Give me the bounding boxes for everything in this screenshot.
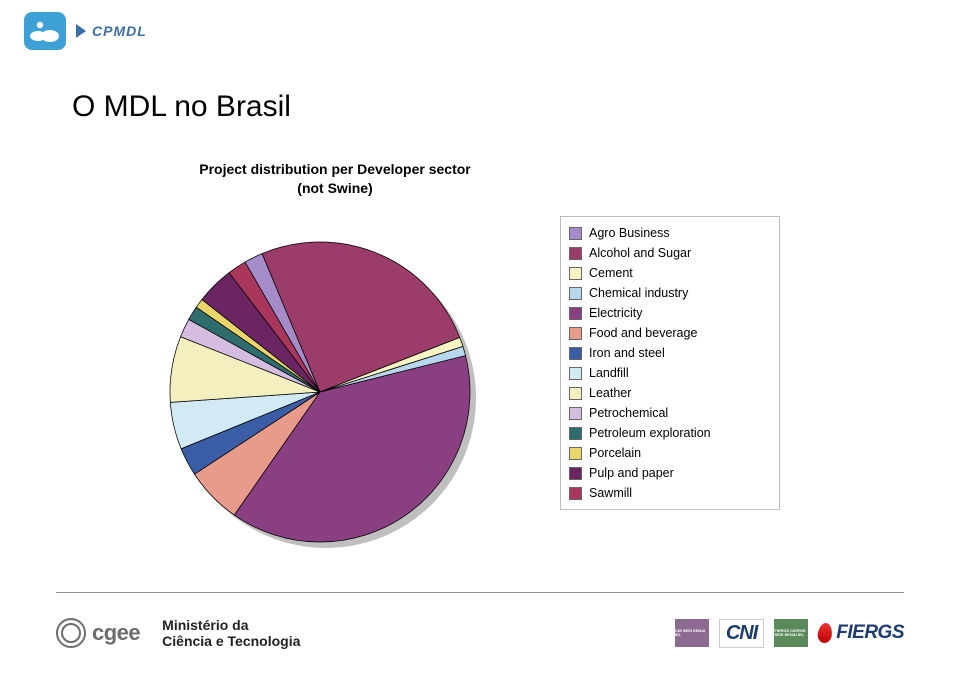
legend-item: Sawmill (569, 483, 769, 503)
flame-icon (817, 622, 834, 644)
legend-label: Sawmill (589, 486, 632, 500)
legend-swatch (569, 467, 582, 480)
legend-label: Pulp and paper (589, 466, 674, 480)
footer-right: CNI SESI SENAI IEL CNI FIERGS CIERGS SES… (675, 619, 904, 648)
cni-system-badge: CNI SESI SENAI IEL (675, 619, 709, 647)
legend-label: Electricity (589, 306, 642, 320)
legend-label: Cement (589, 266, 633, 280)
legend-swatch (569, 347, 582, 360)
legend-swatch (569, 287, 582, 300)
legend-item: Agro Business (569, 223, 769, 243)
legend-swatch (569, 307, 582, 320)
legend-label: Leather (589, 386, 631, 400)
fiergs-logo: FIERGS (818, 622, 904, 644)
legend-swatch (569, 487, 582, 500)
chart-caption-line1: Project distribution per Developer secto… (199, 161, 471, 177)
ministerio-label: Ministério da Ciência e Tecnologia (162, 617, 300, 649)
legend-item: Iron and steel (569, 343, 769, 363)
header-logos: CPMDL (24, 12, 147, 50)
legend-swatch (569, 267, 582, 280)
legend-label: Iron and steel (589, 346, 665, 360)
legend-swatch (569, 447, 582, 460)
legend-swatch (569, 227, 582, 240)
legend-swatch (569, 387, 582, 400)
legend-label: Agro Business (589, 226, 670, 240)
chart-legend: Agro Business Alcohol and Sugar Cement Chem… (560, 216, 780, 510)
ministerio-line2: Ciência e Tecnologia (162, 633, 300, 649)
chart-caption: Project distribution per Developer secto… (170, 160, 500, 198)
legend-swatch (569, 367, 582, 380)
brand-text: CPMDL (92, 23, 147, 39)
cgee-mark-icon (56, 618, 86, 648)
legend-swatch (569, 327, 582, 340)
legend-label: Food and beverage (589, 326, 697, 340)
legend-swatch (569, 247, 582, 260)
legend-item: Cement (569, 263, 769, 283)
legend-item: Pulp and paper (569, 463, 769, 483)
legend-label: Chemical industry (589, 286, 688, 300)
cloud-badge-icon (24, 12, 66, 50)
fiergs-system-badge: FIERGS CIERGS SESI SENAI IEL (774, 619, 808, 647)
legend-item: Electricity (569, 303, 769, 323)
ministerio-line1: Ministério da (162, 617, 248, 633)
legend-item: Leather (569, 383, 769, 403)
footer: cgee Ministério da Ciência e Tecnologia … (56, 592, 904, 661)
page-title: O MDL no Brasil (72, 90, 291, 124)
legend-item: Petroleum exploration (569, 423, 769, 443)
legend-item: Landfill (569, 363, 769, 383)
chart-caption-line2: (not Swine) (297, 180, 372, 196)
brand-logo: CPMDL (76, 23, 147, 39)
legend-label: Petrochemical (589, 406, 668, 420)
legend-item: Porcelain (569, 443, 769, 463)
legend-swatch (569, 407, 582, 420)
legend-swatch (569, 427, 582, 440)
fiergs-text: FIERGS (836, 622, 904, 644)
footer-left: cgee Ministério da Ciência e Tecnologia (56, 617, 300, 649)
legend-label: Porcelain (589, 446, 641, 460)
legend-item: Food and beverage (569, 323, 769, 343)
chevron-icon (76, 24, 86, 38)
cni-logo: CNI (719, 619, 764, 648)
pie-chart (145, 234, 495, 554)
legend-label: Landfill (589, 366, 629, 380)
cgee-text: cgee (92, 620, 140, 646)
legend-label: Petroleum exploration (589, 426, 711, 440)
legend-item: Petrochemical (569, 403, 769, 423)
legend-item: Alcohol and Sugar (569, 243, 769, 263)
legend-item: Chemical industry (569, 283, 769, 303)
legend-label: Alcohol and Sugar (589, 246, 691, 260)
cgee-logo: cgee (56, 618, 140, 648)
